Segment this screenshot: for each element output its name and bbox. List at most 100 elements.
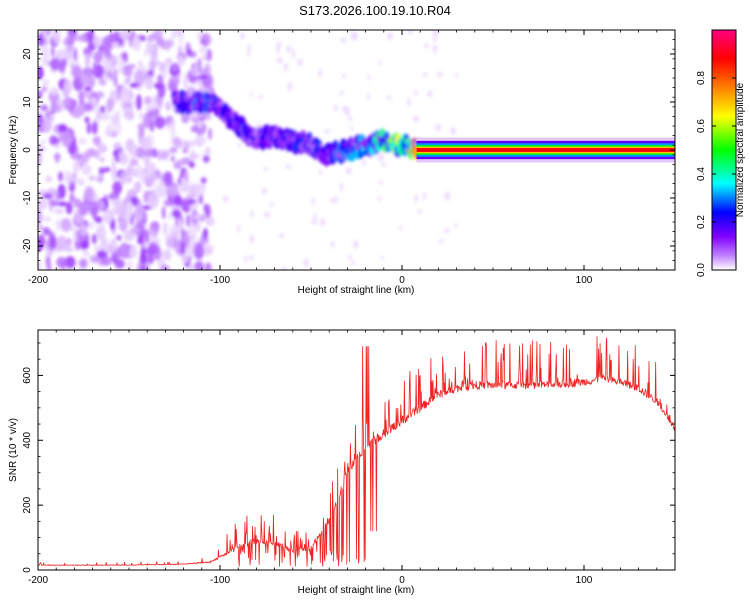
noise-cell (38, 198, 48, 210)
noise-cell (120, 216, 126, 228)
noise-cell (42, 227, 51, 236)
noise-cell (197, 121, 203, 129)
noise-cell (63, 81, 71, 92)
noise-cell (84, 185, 95, 202)
noise-cell (367, 74, 371, 81)
noise-cell (148, 192, 160, 209)
noise-cell (376, 196, 382, 201)
noise-cell (236, 224, 240, 233)
noise-cell (45, 60, 51, 66)
noise-cell (348, 115, 353, 122)
noise-cell (171, 62, 178, 73)
noise-cell (204, 63, 211, 77)
noise-cell (171, 78, 181, 84)
noise-cell (163, 248, 172, 261)
noise-cell (83, 47, 93, 56)
noise-cell (353, 239, 359, 250)
noise-cell (91, 121, 98, 135)
noise-cell (98, 167, 105, 175)
noise-cell (103, 167, 111, 173)
noise-cell (407, 30, 413, 35)
noise-cell (422, 191, 427, 201)
noise-cell (100, 105, 105, 114)
noise-cell (62, 96, 74, 111)
noise-cell (276, 57, 283, 64)
noise-cell (311, 218, 317, 225)
noise-cell (170, 155, 175, 162)
noise-cell (176, 55, 185, 67)
noise-cell (78, 258, 88, 269)
noise-cell (71, 65, 83, 79)
noise-cell (53, 208, 65, 215)
noise-cell (330, 197, 336, 204)
noise-cell (143, 190, 149, 204)
noise-cell (122, 66, 133, 77)
noise-cell (128, 246, 139, 259)
noise-cell (45, 175, 53, 182)
noise-cell (205, 218, 216, 227)
colorbar-tick-label: 0.6 (696, 119, 707, 133)
noise-cell (181, 157, 191, 165)
noise-cell (76, 34, 89, 42)
noise-cell (165, 101, 171, 112)
colorbar-label: Normalized spectral amplitude (735, 82, 746, 217)
y-tick-label: 0 (22, 147, 33, 153)
noise-cell (287, 81, 293, 92)
noise-cell (188, 161, 195, 169)
noise-cell (111, 155, 116, 168)
noise-cell (106, 123, 114, 135)
snr-x-ticks: -200 -100 0 100 (28, 330, 676, 586)
heatmap-blobs (38, 30, 459, 270)
noise-cell (169, 224, 175, 240)
x-tick-label: 100 (576, 275, 593, 286)
noise-cell (154, 116, 166, 129)
noise-cell (141, 205, 153, 211)
colorbar-tick-label: 0.8 (696, 71, 707, 85)
noise-cell (91, 233, 97, 245)
noise-cell (167, 183, 179, 197)
noise-cell (98, 222, 105, 239)
noise-cell (454, 72, 459, 77)
noise-cell (64, 246, 74, 253)
noise-cell (189, 203, 197, 211)
noise-cell (417, 209, 423, 215)
noise-cell (269, 202, 274, 207)
noise-cell (222, 195, 229, 203)
noise-cell (138, 112, 145, 120)
noise-cell (134, 181, 142, 193)
noise-cell (398, 225, 403, 231)
noise-cell (291, 49, 296, 59)
noise-cell (129, 227, 140, 234)
noise-cell (84, 116, 90, 124)
noise-cell (78, 201, 89, 216)
noise-cell (118, 65, 124, 74)
noise-cell (111, 163, 117, 179)
noise-cell (333, 104, 338, 112)
noise-cell (444, 191, 451, 201)
noise-cell (200, 177, 207, 184)
noise-cell (366, 93, 371, 100)
noise-cell (173, 228, 180, 241)
noise-cell (39, 104, 49, 112)
noise-cell (137, 235, 145, 245)
noise-cell (199, 46, 208, 54)
noise-cell (206, 48, 212, 62)
noise-cell (143, 96, 152, 105)
colorbar-gradient (711, 29, 737, 271)
noise-cell (92, 136, 102, 146)
noise-cell (184, 230, 189, 242)
noise-cell (144, 175, 155, 188)
y-tick-label: 0 (22, 567, 33, 573)
noise-cell (113, 142, 122, 150)
noise-cell (157, 103, 162, 111)
noise-cell (186, 140, 198, 147)
noise-cell (249, 234, 255, 244)
noise-cell (102, 240, 109, 253)
noise-cell (179, 185, 190, 193)
noise-cell (93, 245, 102, 252)
noise-cell (285, 164, 292, 169)
noise-cell (144, 75, 154, 91)
noise-cell (94, 216, 103, 224)
noise-cell (109, 237, 117, 253)
noise-cell (94, 91, 105, 99)
